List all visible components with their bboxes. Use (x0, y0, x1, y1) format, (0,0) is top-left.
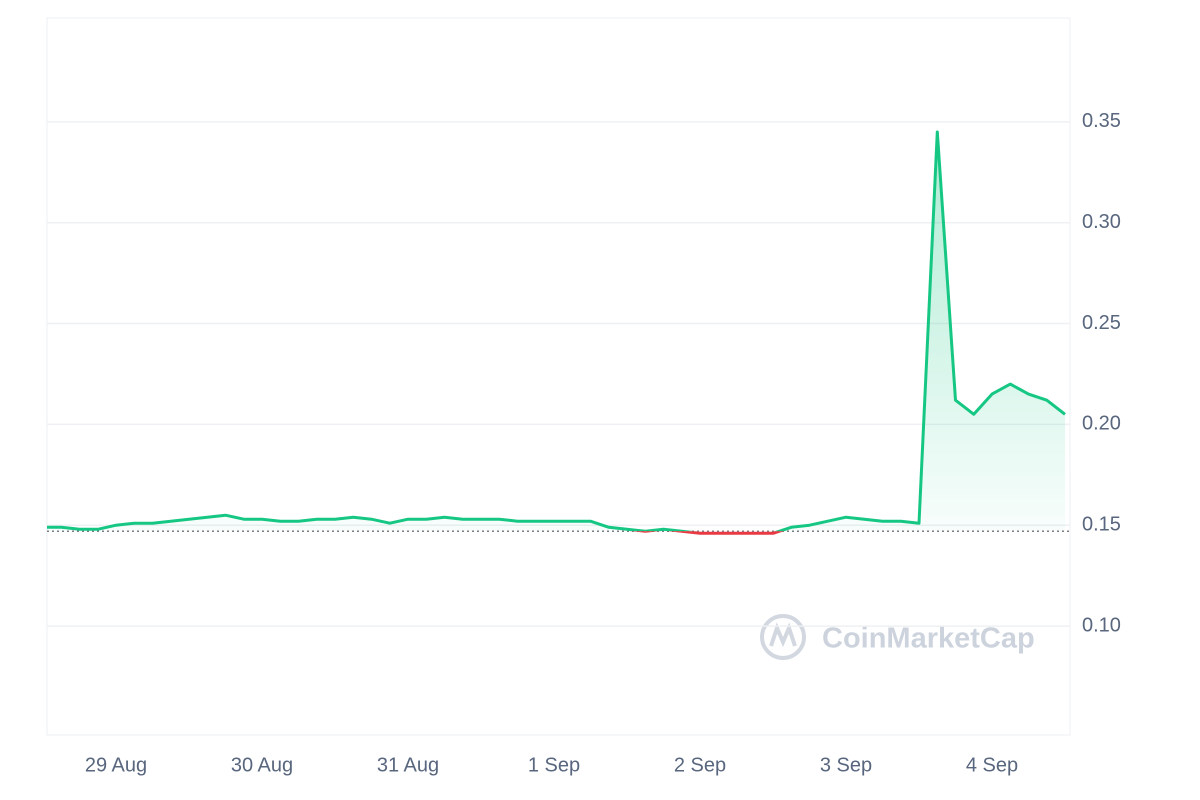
y-tick-label: 0.10 (1082, 614, 1121, 636)
y-tick-label: 0.30 (1082, 211, 1121, 233)
y-tick-label: 0.35 (1082, 110, 1121, 132)
x-tick-label: 2 Sep (674, 754, 726, 776)
y-tick-label: 0.20 (1082, 413, 1121, 435)
price-line (47, 130, 1066, 532)
area-fill (47, 132, 1065, 532)
watermark-logo (760, 614, 806, 660)
price-line-below (631, 531, 784, 535)
x-tick-label: 1 Sep (528, 754, 580, 776)
x-tick-label: 3 Sep (820, 754, 872, 776)
x-tick-label: 31 Aug (377, 754, 439, 776)
x-tick-label: 4 Sep (966, 754, 1018, 776)
plot-frame (46, 17, 1071, 736)
x-tick-label: 29 Aug (85, 754, 147, 776)
x-tick-label: 30 Aug (231, 754, 293, 776)
y-tick-label: 0.15 (1082, 514, 1121, 536)
y-tick-label: 0.25 (1082, 312, 1121, 334)
watermark: CoinMarketCap (822, 623, 1035, 655)
